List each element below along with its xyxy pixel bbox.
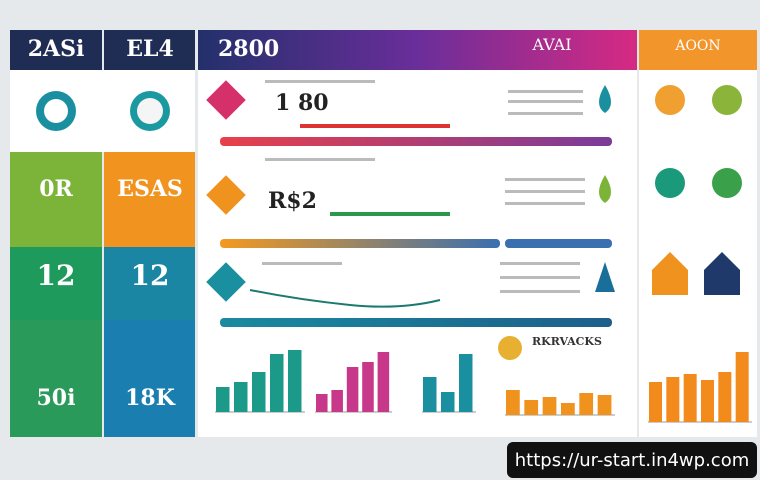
bar: [506, 390, 520, 415]
icon: [712, 168, 742, 198]
bar: [377, 352, 390, 412]
curve: [249, 289, 441, 308]
progress-bar: [220, 239, 500, 248]
tile-label: 12: [131, 259, 170, 292]
bar: [423, 377, 437, 412]
header-title: 2800: [218, 36, 279, 62]
tile-label: ESAS: [117, 176, 183, 202]
bar: [666, 377, 680, 422]
header-title: AOON: [674, 38, 720, 54]
callout-icon: [498, 336, 522, 360]
tile: [10, 320, 102, 437]
tile-label: 18K: [125, 385, 176, 411]
bar: [252, 372, 266, 412]
line-bar: [300, 124, 450, 128]
bar: [346, 367, 359, 412]
bar: [718, 372, 732, 422]
panel-header: [198, 30, 637, 70]
tile: [10, 30, 102, 70]
bar: [216, 387, 230, 412]
tile: [104, 30, 195, 70]
diamond-icon: [206, 262, 246, 302]
line-bar: [330, 212, 450, 216]
drop-icon: [595, 262, 615, 292]
bar: [288, 350, 302, 412]
tile-label: EL4: [126, 36, 174, 62]
bar: [362, 362, 374, 412]
tile: [10, 152, 102, 247]
drop-icon: [599, 175, 611, 203]
drop-icon: [599, 85, 611, 113]
bar: [683, 374, 697, 422]
callout-label: RKRVACKS: [532, 335, 602, 348]
icon: [44, 99, 68, 123]
watermark-box: [507, 442, 757, 478]
bar: [524, 400, 539, 415]
text-lines: [262, 80, 585, 293]
bar: [459, 354, 473, 412]
progress-bar: [220, 318, 612, 327]
watermark: https://ur-start.in4wp.com: [515, 450, 750, 471]
bar: [561, 403, 575, 415]
tile-label: 2ASi: [28, 36, 85, 62]
icon: [655, 85, 685, 115]
bar: [441, 392, 455, 412]
icon: [655, 168, 685, 198]
icon: [712, 85, 742, 115]
bar: [597, 395, 612, 415]
diamond-icon: [206, 175, 246, 215]
tile: [10, 247, 102, 320]
header-subtitle: AVAI: [531, 35, 571, 54]
bar: [234, 382, 248, 412]
tile-label: 0R: [39, 176, 73, 202]
row-label: R$2: [268, 188, 317, 214]
icon: [137, 98, 163, 124]
house-icon: [704, 252, 740, 295]
bar: [316, 394, 328, 412]
bar: [579, 393, 594, 415]
house-icon: [652, 252, 688, 295]
row-label: 1 80: [275, 90, 329, 116]
bar: [701, 380, 714, 422]
bar: [542, 397, 557, 415]
progress-bar: [505, 239, 612, 248]
bar: [649, 382, 662, 422]
tile-label: 12: [37, 259, 76, 292]
panel-header: [639, 30, 757, 70]
bar: [270, 354, 284, 412]
bar: [331, 390, 343, 412]
tile: [104, 247, 195, 320]
tile-label: 50i: [37, 385, 76, 411]
diamond-icon: [206, 80, 246, 120]
tile: [104, 320, 195, 437]
progress-bar: [220, 137, 612, 146]
tile: [104, 152, 195, 247]
bar: [735, 352, 749, 422]
